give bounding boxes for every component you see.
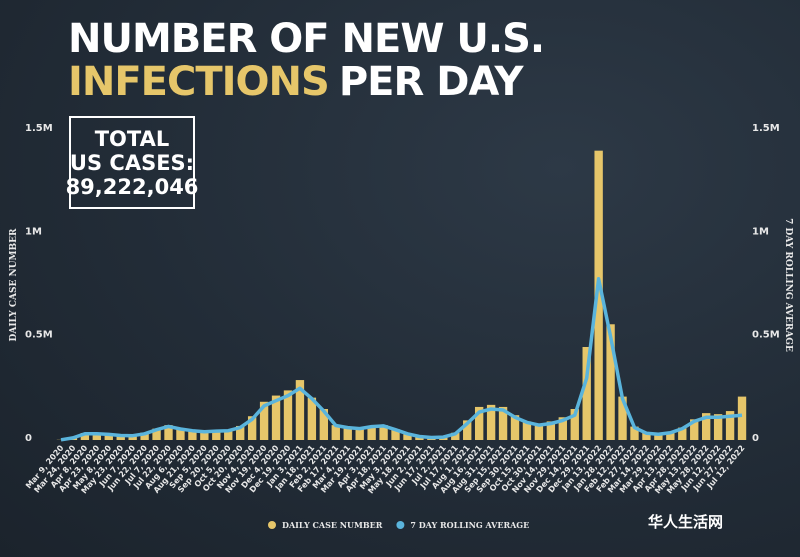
bar bbox=[725, 411, 735, 440]
bar bbox=[534, 424, 544, 440]
bar bbox=[737, 396, 747, 440]
y2-tick-label: 0.5M bbox=[752, 330, 780, 341]
title-highlight: INFECTIONS bbox=[68, 59, 329, 105]
bar bbox=[498, 406, 508, 440]
rolling-average-line bbox=[60, 277, 743, 442]
bar bbox=[367, 425, 376, 440]
bar bbox=[666, 431, 675, 440]
bar bbox=[642, 432, 651, 440]
bar bbox=[128, 435, 137, 440]
title-line2: INFECTIONS PER DAY bbox=[68, 59, 525, 105]
bar bbox=[379, 425, 388, 440]
bar bbox=[224, 429, 233, 440]
bar bbox=[247, 416, 257, 440]
bar bbox=[176, 428, 185, 440]
bar bbox=[690, 419, 699, 440]
bar bbox=[259, 401, 269, 440]
bar bbox=[403, 434, 412, 440]
legend-marker bbox=[396, 521, 405, 529]
bar bbox=[188, 430, 197, 440]
title-line1: NUMBER OF NEW U.S. bbox=[68, 16, 544, 62]
bar bbox=[570, 409, 579, 440]
bar bbox=[92, 433, 102, 440]
total-label: TOTAL bbox=[95, 127, 170, 151]
bar bbox=[212, 430, 221, 440]
bar bbox=[630, 426, 639, 440]
bar bbox=[295, 380, 305, 440]
y-tick-label: 0 bbox=[25, 433, 32, 444]
bar bbox=[140, 432, 149, 440]
legend-label: DAILY CASE NUMBER bbox=[282, 520, 383, 530]
bar bbox=[236, 425, 245, 440]
y2-tick-label: 0 bbox=[752, 433, 759, 444]
bar bbox=[331, 425, 340, 440]
watermark: 华人生活网 bbox=[648, 513, 723, 531]
bar bbox=[654, 434, 663, 440]
legend-marker bbox=[268, 521, 276, 529]
bar bbox=[594, 150, 603, 440]
bar bbox=[164, 425, 173, 440]
bar bbox=[355, 427, 364, 440]
title-rest: PER DAY bbox=[339, 59, 525, 105]
y-axis-title: DAILY CASE NUMBER bbox=[9, 228, 19, 341]
bar bbox=[701, 413, 711, 440]
y2-tick-label: 1.5M bbox=[752, 123, 780, 134]
bar bbox=[415, 436, 424, 440]
bar bbox=[307, 397, 317, 440]
bar bbox=[606, 324, 615, 440]
bar bbox=[558, 417, 567, 440]
bar bbox=[510, 415, 520, 440]
y-tick-label: 0.5M bbox=[25, 330, 53, 341]
legend-label: 7 DAY ROLLING AVERAGE bbox=[410, 520, 529, 530]
y-tick-label: 1M bbox=[25, 226, 42, 237]
bar bbox=[546, 421, 556, 440]
total-value: 89,222,046 bbox=[66, 175, 199, 199]
bar bbox=[486, 404, 496, 440]
bar bbox=[678, 427, 687, 440]
bar bbox=[319, 409, 329, 440]
y2-axis-title: 7 DAY ROLLING AVERAGE bbox=[783, 218, 793, 352]
y2-tick-label: 1M bbox=[752, 226, 769, 237]
bar bbox=[343, 428, 352, 440]
bar bbox=[283, 390, 293, 440]
bar bbox=[152, 428, 161, 440]
bar bbox=[713, 414, 723, 440]
bar bbox=[200, 432, 209, 440]
bar bbox=[391, 429, 400, 440]
total-box bbox=[69, 116, 195, 209]
y-tick-label: 1.5M bbox=[25, 123, 53, 134]
bar bbox=[463, 420, 472, 440]
bar bbox=[80, 432, 90, 440]
bar bbox=[116, 435, 125, 440]
bar bbox=[618, 396, 627, 440]
bar bbox=[474, 406, 484, 440]
bar bbox=[451, 432, 460, 440]
bar bbox=[104, 434, 113, 440]
bar bbox=[582, 347, 591, 440]
bar bbox=[271, 395, 281, 440]
total-label: US CASES: bbox=[70, 151, 194, 175]
bar bbox=[522, 421, 532, 440]
